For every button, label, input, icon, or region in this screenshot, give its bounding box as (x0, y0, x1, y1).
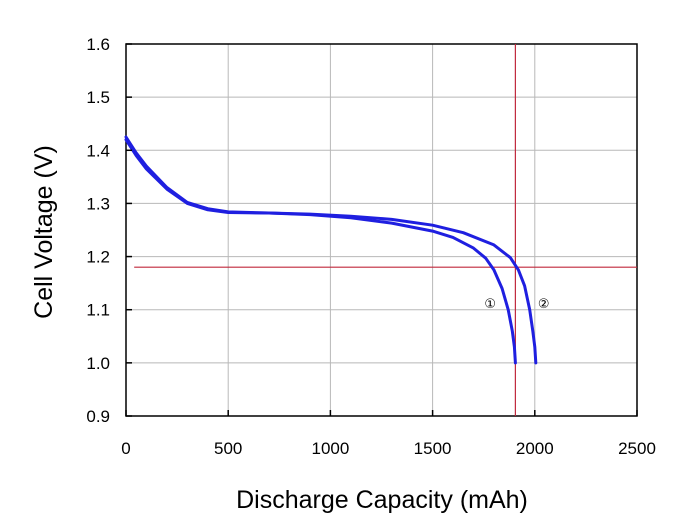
plot-frame (125, 43, 638, 417)
series-label-1: ① (484, 297, 496, 312)
y-tick-label: 0.9 (86, 407, 110, 426)
y-tick-label: 1.3 (86, 194, 110, 213)
y-tick-label: 1.1 (86, 301, 110, 320)
x-tick-label: 1000 (311, 439, 349, 458)
x-axis-title: Discharge Capacity (mAh) (236, 486, 528, 514)
x-tick-label: 0 (121, 439, 130, 458)
series-group (124, 135, 538, 365)
series-line-2 (124, 138, 538, 365)
x-tick-label: 2000 (516, 439, 554, 458)
x-tick-label: 2500 (618, 439, 656, 458)
x-tick-label: 500 (214, 439, 242, 458)
reference-lines (134, 44, 637, 416)
y-axis-title: Cell Voltage (V) (30, 145, 58, 319)
y-tick-label: 1.2 (86, 248, 110, 267)
y-tick-label: 1.5 (86, 88, 110, 107)
tick-labels: 0 500 1000 1500 2000 2500 0.9 1.0 1.1 1.2 1.3 1.4 1.… (86, 35, 656, 458)
y-tick-label: 1.0 (86, 354, 110, 373)
series-line-1 (124, 135, 517, 365)
grid-lines (125, 43, 638, 417)
x-tick-label: 1500 (414, 439, 452, 458)
axis-ticks (125, 43, 638, 417)
series-label-2: ② (538, 297, 550, 312)
y-tick-label: 1.6 (86, 35, 110, 54)
y-tick-label: 1.4 (86, 141, 110, 160)
